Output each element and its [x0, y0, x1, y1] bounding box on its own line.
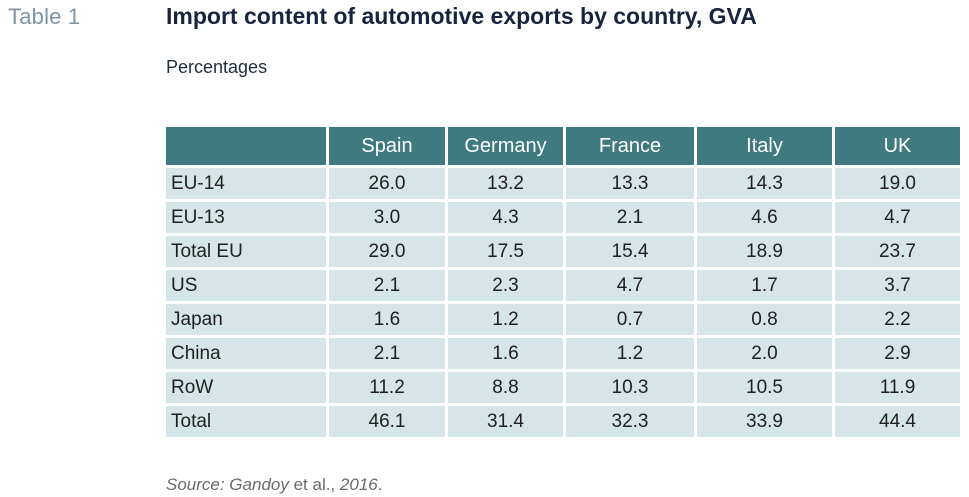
table-title: Import content of automotive exports by …: [166, 3, 757, 29]
table-cell: 13.2: [448, 168, 563, 199]
column-header-france: France: [566, 127, 694, 165]
source-prefix: Source: Gandoy: [166, 475, 289, 494]
table-cell: 2.1: [329, 270, 445, 301]
table-cell: 11.2: [329, 372, 445, 403]
table-cell: 4.6: [697, 202, 832, 233]
row-label: US: [166, 270, 326, 301]
table-row: China 2.1 1.6 1.2 2.0 2.9: [166, 338, 960, 369]
table-cell: 4.7: [566, 270, 694, 301]
row-label: China: [166, 338, 326, 369]
table-row: Japan 1.6 1.2 0.7 0.8 2.2: [166, 304, 960, 335]
table-cell: 15.4: [566, 236, 694, 267]
source-year: 2016: [339, 475, 378, 494]
table-cell: 26.0: [329, 168, 445, 199]
source-et-al: et al.: [288, 475, 331, 494]
table-subtitle: Percentages: [166, 57, 268, 77]
table-row: Total 46.1 31.4 32.3 33.9 44.4: [166, 406, 960, 437]
table-cell: 1.6: [448, 338, 563, 369]
table-cell: 32.3: [566, 406, 694, 437]
source-separator: ,: [330, 475, 340, 494]
table-cell: 1.6: [329, 304, 445, 335]
table-cell: 1.2: [566, 338, 694, 369]
row-label: Total: [166, 406, 326, 437]
table-cell: 10.3: [566, 372, 694, 403]
table-cell: 13.3: [566, 168, 694, 199]
column-header-uk: UK: [835, 127, 960, 165]
table-cell: 31.4: [448, 406, 563, 437]
table-cell: 2.1: [329, 338, 445, 369]
table-row: RoW 11.2 8.8 10.3 10.5 11.9: [166, 372, 960, 403]
table-body: EU-14 26.0 13.2 13.3 14.3 19.0 EU-13 3.0…: [166, 168, 960, 437]
table-header-row: Spain Germany France Italy UK: [166, 127, 960, 165]
table-cell: 2.1: [566, 202, 694, 233]
table-cell: 18.9: [697, 236, 832, 267]
data-table: Spain Germany France Italy UK EU-14 26.0…: [163, 124, 963, 440]
table-row: EU-13 3.0 4.3 2.1 4.6 4.7: [166, 202, 960, 233]
table-cell: 29.0: [329, 236, 445, 267]
table-cell: 3.0: [329, 202, 445, 233]
table-row: EU-14 26.0 13.2 13.3 14.3 19.0: [166, 168, 960, 199]
row-label: RoW: [166, 372, 326, 403]
table-cell: 2.9: [835, 338, 960, 369]
table-cell: 19.0: [835, 168, 960, 199]
table-cell: 8.8: [448, 372, 563, 403]
table-cell: 2.0: [697, 338, 832, 369]
table-cell: 4.3: [448, 202, 563, 233]
table-cell: 4.7: [835, 202, 960, 233]
table-cell: 44.4: [835, 406, 960, 437]
table-cell: 33.9: [697, 406, 832, 437]
table-cell: 46.1: [329, 406, 445, 437]
table-cell: 14.3: [697, 168, 832, 199]
table-row: US 2.1 2.3 4.7 1.7 3.7: [166, 270, 960, 301]
table-row: Total EU 29.0 17.5 15.4 18.9 23.7: [166, 236, 960, 267]
table-cell: 1.2: [448, 304, 563, 335]
column-header-spain: Spain: [329, 127, 445, 165]
source-note: Source: Gandoy et al., 2016.: [166, 475, 382, 495]
column-header-germany: Germany: [448, 127, 563, 165]
source-end: .: [377, 475, 383, 494]
table-cell: 0.7: [566, 304, 694, 335]
row-label: Japan: [166, 304, 326, 335]
table-cell: 1.7: [697, 270, 832, 301]
table-cell: 3.7: [835, 270, 960, 301]
column-header-italy: Italy: [697, 127, 832, 165]
table-cell: 2.3: [448, 270, 563, 301]
table-cell: 23.7: [835, 236, 960, 267]
table-cell: 2.2: [835, 304, 960, 335]
row-label: Total EU: [166, 236, 326, 267]
column-header-corner: [166, 127, 326, 165]
row-label: EU-13: [166, 202, 326, 233]
table-cell: 17.5: [448, 236, 563, 267]
table-cell: 10.5: [697, 372, 832, 403]
table-cell: 11.9: [835, 372, 960, 403]
table-number-label: Table 1: [8, 4, 81, 29]
row-label: EU-14: [166, 168, 326, 199]
table-cell: 0.8: [697, 304, 832, 335]
